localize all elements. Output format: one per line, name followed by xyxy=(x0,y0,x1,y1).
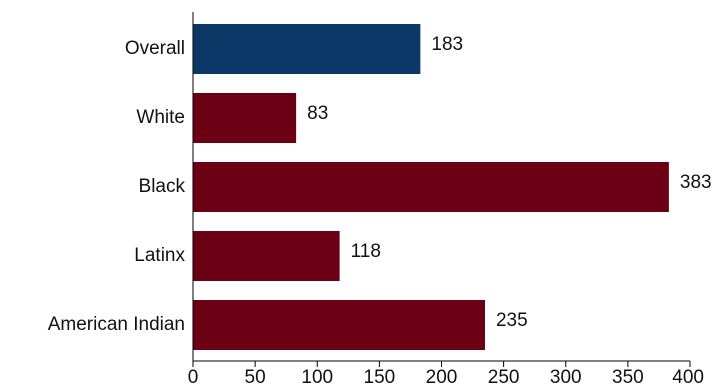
x-tick-label-50: 50 xyxy=(245,367,266,385)
bar-black xyxy=(193,162,669,212)
category-label-black: Black xyxy=(139,176,186,197)
bar-white xyxy=(193,93,297,143)
x-ticks-group: 0 50 100 150 200 250 300 350 400 xyxy=(188,361,704,385)
data-label-black: 383 xyxy=(680,172,712,193)
x-tick-label-250: 250 xyxy=(488,367,520,385)
x-tick-label-100: 100 xyxy=(301,367,333,385)
data-label-white: 83 xyxy=(307,103,328,124)
data-label-overall: 183 xyxy=(431,34,463,55)
data-label-latinx: 118 xyxy=(351,241,381,262)
bar-american-indian xyxy=(193,300,485,350)
category-label-american-indian: American Indian xyxy=(48,314,185,335)
data-label-american-indian: 235 xyxy=(496,310,528,331)
x-tick-label-300: 300 xyxy=(550,367,582,385)
category-labels-group: Overall White Black Latinx American Indian xyxy=(48,38,186,335)
bars-group xyxy=(193,24,669,350)
category-label-white: White xyxy=(136,107,185,128)
category-label-latinx: Latinx xyxy=(134,245,185,266)
x-tick-label-350: 350 xyxy=(612,367,644,385)
x-tick-label-200: 200 xyxy=(426,367,458,385)
x-tick-label-150: 150 xyxy=(364,367,396,385)
bar-latinx xyxy=(193,231,340,281)
bar-overall xyxy=(193,24,421,74)
data-labels-group: 183 83 383 118 235 xyxy=(307,34,711,331)
category-label-overall: Overall xyxy=(125,38,185,59)
x-tick-label-0: 0 xyxy=(188,367,199,385)
x-tick-label-400: 400 xyxy=(672,367,704,385)
